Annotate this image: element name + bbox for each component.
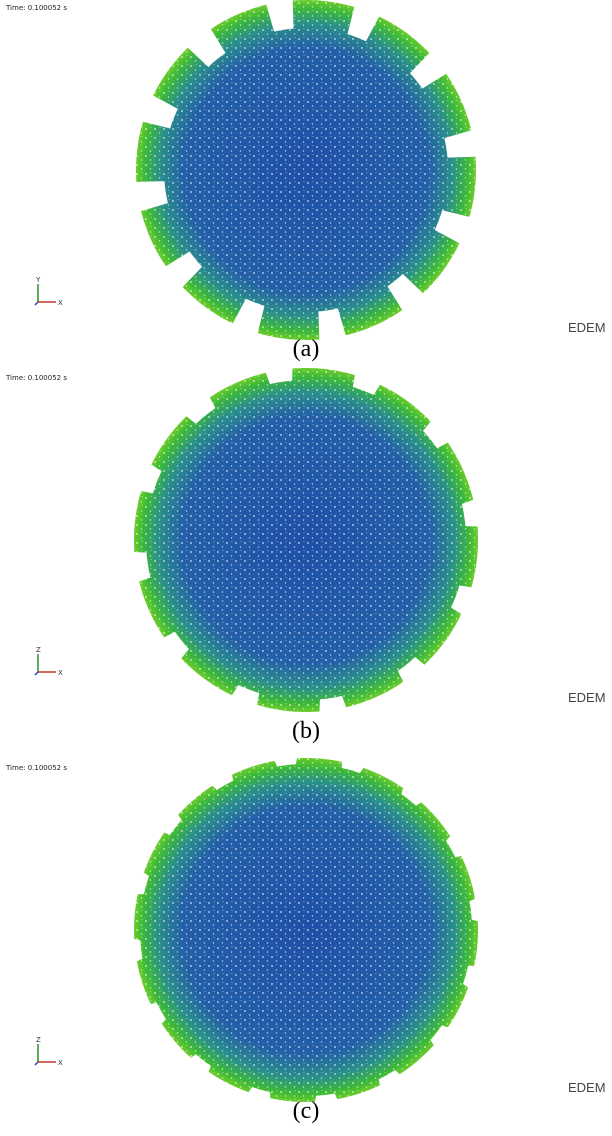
axis-horizontal-label: X: [58, 299, 63, 307]
particle-texture: [134, 758, 478, 1102]
caption: (b): [292, 718, 320, 744]
time-label: Time: 0.100052 s: [5, 764, 67, 772]
axis-depth: [35, 672, 38, 675]
time-label: Time: 0.100052 s: [5, 4, 67, 12]
caption: (a): [293, 336, 320, 362]
logo: EDEM: [568, 320, 606, 335]
time-label: Time: 0.100052 s: [5, 374, 67, 382]
particle-texture: [134, 368, 478, 712]
caption: (c): [293, 1098, 320, 1124]
axis-horizontal-label: X: [58, 669, 63, 677]
logo: EDEM: [568, 1080, 606, 1095]
figure: Time: 0.100052 s Y X EDEM (a) Time: 0.100052 …: [0, 0, 612, 1136]
axis-depth: [35, 1062, 38, 1065]
particle-texture: [136, 0, 476, 340]
axis-depth: [35, 302, 38, 305]
axis-vertical-label: Y: [35, 276, 41, 284]
axis-vertical-label: Z: [36, 646, 41, 654]
axis-vertical-label: Z: [36, 1036, 41, 1044]
logo: EDEM: [568, 690, 606, 705]
axis-horizontal-label: X: [58, 1059, 63, 1067]
